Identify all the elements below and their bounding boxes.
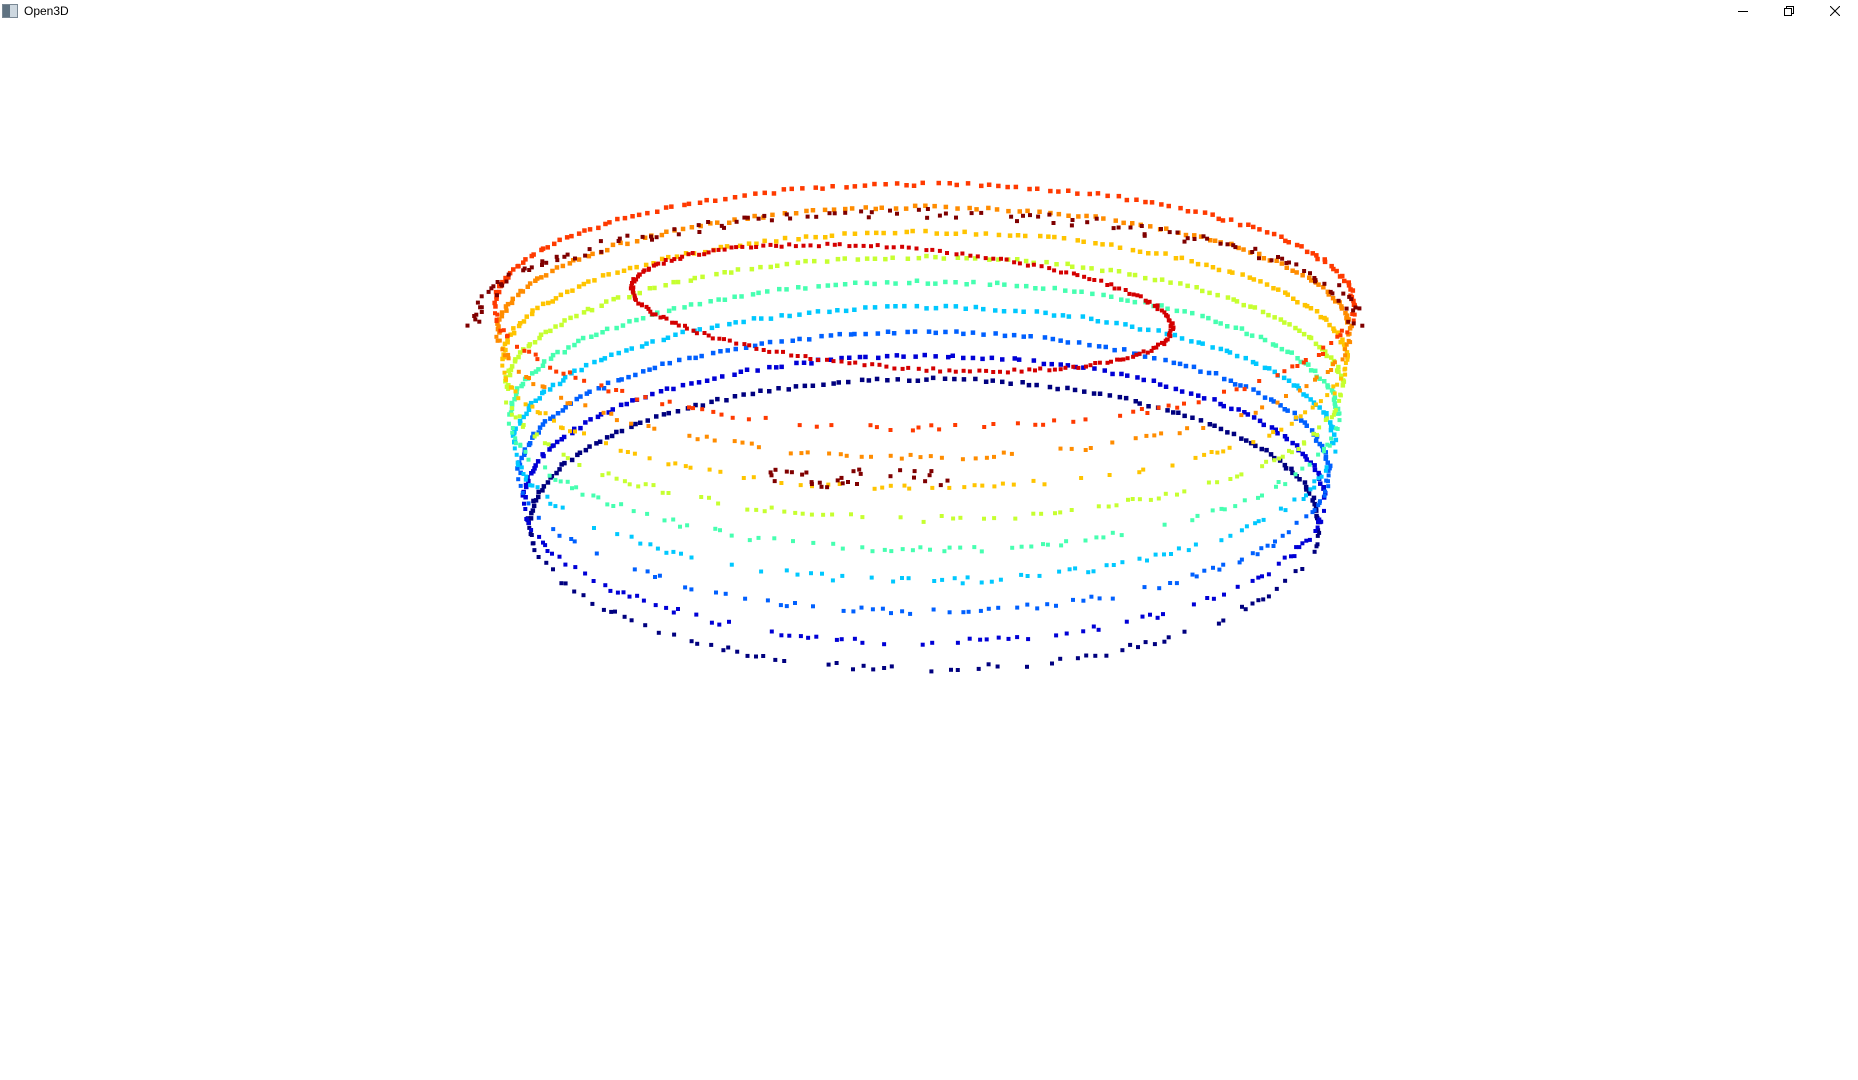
render-viewport[interactable] (0, 22, 1858, 1080)
close-button[interactable] (1812, 0, 1858, 22)
point-cloud (465, 180, 1365, 674)
caption-buttons (1720, 0, 1858, 22)
app-icon (2, 4, 18, 18)
title-bar[interactable]: Open3D (0, 0, 1858, 22)
close-icon (1830, 6, 1840, 16)
minimize-button[interactable] (1720, 0, 1766, 22)
window-title: Open3D (24, 4, 69, 18)
restore-button[interactable] (1766, 0, 1812, 22)
restore-icon (1784, 6, 1794, 16)
minimize-icon (1738, 11, 1748, 12)
